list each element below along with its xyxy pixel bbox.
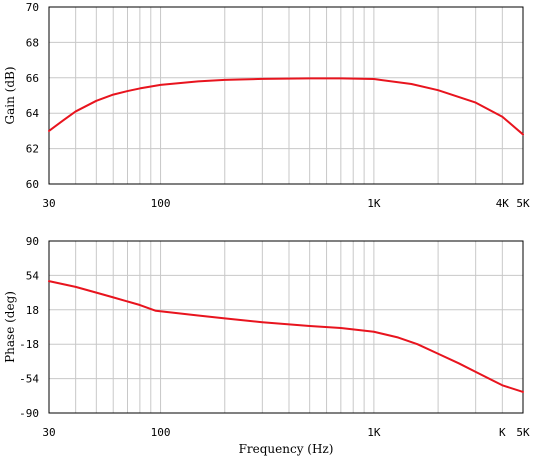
gain-y-tick-label: 60 — [26, 178, 39, 191]
gain-y-tick-label: 68 — [26, 36, 39, 49]
phase-y-tick-label: 54 — [26, 269, 40, 282]
phase-plot-frame — [48, 240, 524, 414]
phase-y-tick-label: 18 — [26, 304, 39, 317]
gain-panel: 60 62 64 66 68 70 30 100 1K 4K 5K Gain (dB) — [3, 1, 530, 210]
gain-y-tick-label: 62 — [26, 143, 39, 156]
gain-y-tick-label: 64 — [26, 107, 40, 120]
gain-y-tick-label: 66 — [26, 72, 39, 85]
phase-y-tick-label: -90 — [19, 407, 39, 420]
gain-y-tick-label: 70 — [26, 1, 39, 14]
gain-x-tick-label: 5K — [516, 197, 530, 210]
gain-series-line — [48, 77, 524, 136]
phase-y-axis-title: Phase (deg) — [3, 291, 17, 363]
phase-x-axis-title: Frequency (Hz) — [239, 442, 334, 456]
phase-x-tick-label: 100 — [151, 426, 171, 439]
gain-x-tick-label: 4K — [496, 197, 510, 210]
phase-x-tick-label: 1K — [367, 426, 381, 439]
phase-x-tick-label: 5K — [516, 426, 530, 439]
phase-y-tick-label: -18 — [19, 338, 39, 351]
gain-x-tick-label: 1K — [367, 197, 381, 210]
gain-x-tick-label: 30 — [42, 197, 55, 210]
phase-x-tick-label: K — [499, 426, 506, 439]
phase-y-tick-label: -54 — [19, 373, 39, 386]
phase-series-line — [48, 280, 524, 393]
gain-x-tick-label: 100 — [151, 197, 171, 210]
gain-y-axis-title: Gain (dB) — [3, 67, 17, 125]
phase-x-tick-label: 30 — [42, 426, 55, 439]
gain-plot-frame — [48, 6, 524, 185]
phase-y-tick-label: 90 — [26, 235, 39, 248]
